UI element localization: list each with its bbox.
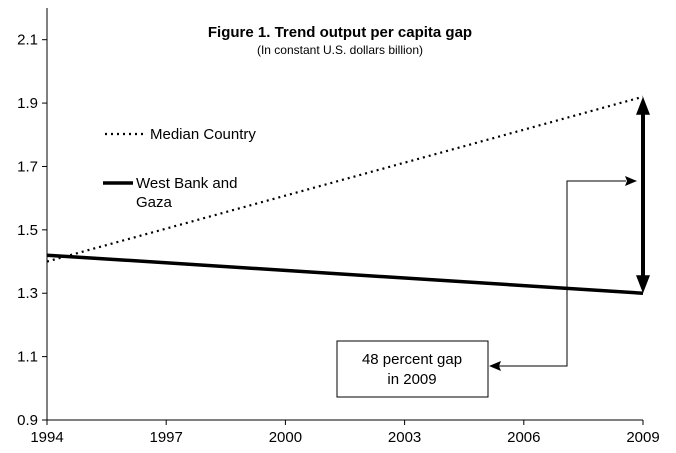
x-tick-label: 2000 xyxy=(269,429,302,446)
chart-title: Figure 1. Trend output per capita gap xyxy=(208,24,472,41)
arrowhead-left xyxy=(489,361,501,371)
annotation-text-line1: 48 percent gap xyxy=(362,351,462,368)
y-tick-label: 1.5 xyxy=(17,222,38,239)
legend-label-west-bank-gaza: West Bank and Gaza xyxy=(136,175,242,211)
annotation-box xyxy=(336,340,489,398)
y-tick-label: 1.1 xyxy=(17,349,38,366)
series-line-median-country xyxy=(46,95,644,263)
y-tick-label: 0.9 xyxy=(17,412,38,429)
gap-double-arrow xyxy=(636,96,650,294)
y-tick-label: 2.1 xyxy=(17,32,38,49)
legend-label-median-country: Median Country xyxy=(150,126,256,143)
y-tick-label: 1.7 xyxy=(17,158,38,175)
chart-subtitle: (In constant U.S. dollars billion) xyxy=(257,43,423,57)
annotation-text-line2: in 2009 xyxy=(387,371,436,388)
x-tick-label: 1994 xyxy=(30,429,63,446)
annotation-connector xyxy=(491,180,626,367)
y-tick-label: 1.3 xyxy=(17,285,38,302)
x-tick-label: 2009 xyxy=(626,429,659,446)
gap-arrowhead-bottom xyxy=(636,275,650,294)
arrowhead-right xyxy=(625,176,637,186)
y-tick-label: 1.9 xyxy=(17,95,38,112)
x-tick-label: 1997 xyxy=(150,429,183,446)
series-line-west-bank-and-gaza xyxy=(46,253,644,295)
gap-arrowhead-top xyxy=(636,96,650,115)
x-tick-label: 2006 xyxy=(507,429,540,446)
legend: Median Country West Bank and Gaza xyxy=(103,126,256,211)
series-lines xyxy=(46,95,644,295)
gap-annotation: 48 percent gap in 2009 xyxy=(336,96,650,398)
y-axis-ticks: 0.9 1.1 1.3 1.5 1.7 1.9 2.1 xyxy=(17,32,47,429)
x-tick-label: 2003 xyxy=(388,429,421,446)
x-axis-ticks: 1994 1997 2000 2003 2006 2009 xyxy=(30,420,660,446)
